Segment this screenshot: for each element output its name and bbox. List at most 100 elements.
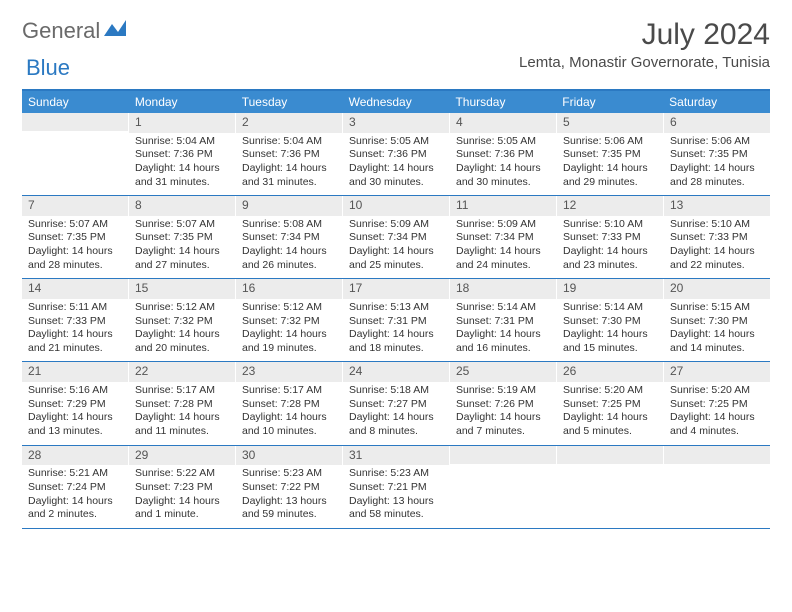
daylight-text: Daylight: 14 hours and 27 minutes.	[135, 245, 229, 272]
sunrise-text: Sunrise: 5:06 AM	[563, 135, 657, 149]
cell-body: Sunrise: 5:04 AMSunset: 7:36 PMDaylight:…	[236, 133, 342, 196]
sunset-text: Sunset: 7:36 PM	[242, 148, 336, 162]
calendar-cell: 23Sunrise: 5:17 AMSunset: 7:28 PMDayligh…	[236, 362, 343, 444]
cell-body: Sunrise: 5:17 AMSunset: 7:28 PMDaylight:…	[236, 382, 342, 445]
day-number: 7	[22, 196, 128, 216]
day-number: 17	[343, 279, 449, 299]
cell-body: Sunrise: 5:07 AMSunset: 7:35 PMDaylight:…	[22, 216, 128, 279]
daylight-text: Daylight: 14 hours and 16 minutes.	[456, 328, 550, 355]
cell-body: Sunrise: 5:05 AMSunset: 7:36 PMDaylight:…	[450, 133, 556, 196]
calendar-cell: 20Sunrise: 5:15 AMSunset: 7:30 PMDayligh…	[664, 279, 770, 361]
daylight-text: Daylight: 14 hours and 15 minutes.	[563, 328, 657, 355]
daylight-text: Daylight: 14 hours and 26 minutes.	[242, 245, 336, 272]
calendar-week: 21Sunrise: 5:16 AMSunset: 7:29 PMDayligh…	[22, 362, 770, 445]
sunset-text: Sunset: 7:24 PM	[28, 481, 122, 495]
day-number: 19	[557, 279, 663, 299]
calendar-cell: 10Sunrise: 5:09 AMSunset: 7:34 PMDayligh…	[343, 196, 450, 278]
cell-body: Sunrise: 5:10 AMSunset: 7:33 PMDaylight:…	[557, 216, 663, 279]
day-number: 2	[236, 113, 342, 133]
daylight-text: Daylight: 14 hours and 2 minutes.	[28, 495, 122, 522]
sunset-text: Sunset: 7:29 PM	[28, 398, 122, 412]
daylight-text: Daylight: 14 hours and 1 minute.	[135, 495, 229, 522]
cell-body: Sunrise: 5:09 AMSunset: 7:34 PMDaylight:…	[450, 216, 556, 279]
cell-body: Sunrise: 5:12 AMSunset: 7:32 PMDaylight:…	[129, 299, 235, 362]
cell-body: Sunrise: 5:20 AMSunset: 7:25 PMDaylight:…	[664, 382, 770, 445]
logo: General	[22, 18, 106, 44]
weekday-header: Friday	[556, 91, 663, 113]
calendar-cell: 14Sunrise: 5:11 AMSunset: 7:33 PMDayligh…	[22, 279, 129, 361]
weekday-header: Thursday	[449, 91, 556, 113]
cell-body: Sunrise: 5:10 AMSunset: 7:33 PMDaylight:…	[664, 216, 770, 279]
sunset-text: Sunset: 7:34 PM	[242, 231, 336, 245]
cell-body: Sunrise: 5:23 AMSunset: 7:22 PMDaylight:…	[236, 465, 342, 528]
calendar-week: 7Sunrise: 5:07 AMSunset: 7:35 PMDaylight…	[22, 196, 770, 279]
calendar: SundayMondayTuesdayWednesdayThursdayFrid…	[22, 89, 770, 529]
calendar-cell: 30Sunrise: 5:23 AMSunset: 7:22 PMDayligh…	[236, 446, 343, 528]
sunrise-text: Sunrise: 5:22 AM	[135, 467, 229, 481]
day-number: 3	[343, 113, 449, 133]
day-number	[664, 446, 770, 464]
sunset-text: Sunset: 7:36 PM	[349, 148, 443, 162]
weekday-header: Monday	[129, 91, 236, 113]
calendar-cell: 19Sunrise: 5:14 AMSunset: 7:30 PMDayligh…	[557, 279, 664, 361]
day-number: 12	[557, 196, 663, 216]
calendar-cell: 1Sunrise: 5:04 AMSunset: 7:36 PMDaylight…	[129, 113, 236, 195]
calendar-cell: 28Sunrise: 5:21 AMSunset: 7:24 PMDayligh…	[22, 446, 129, 528]
sunrise-text: Sunrise: 5:07 AM	[28, 218, 122, 232]
weekday-header: Wednesday	[343, 91, 450, 113]
sunrise-text: Sunrise: 5:05 AM	[456, 135, 550, 149]
cell-body: Sunrise: 5:09 AMSunset: 7:34 PMDaylight:…	[343, 216, 449, 279]
day-number: 30	[236, 446, 342, 466]
sunset-text: Sunset: 7:36 PM	[456, 148, 550, 162]
day-number: 31	[343, 446, 449, 466]
weekday-header: Sunday	[22, 91, 129, 113]
cell-body: Sunrise: 5:07 AMSunset: 7:35 PMDaylight:…	[129, 216, 235, 279]
sunrise-text: Sunrise: 5:05 AM	[349, 135, 443, 149]
cell-body: Sunrise: 5:20 AMSunset: 7:25 PMDaylight:…	[557, 382, 663, 445]
calendar-cell: 24Sunrise: 5:18 AMSunset: 7:27 PMDayligh…	[343, 362, 450, 444]
calendar-week: 14Sunrise: 5:11 AMSunset: 7:33 PMDayligh…	[22, 279, 770, 362]
daylight-text: Daylight: 14 hours and 18 minutes.	[349, 328, 443, 355]
day-number: 25	[450, 362, 556, 382]
day-number: 8	[129, 196, 235, 216]
sunset-text: Sunset: 7:30 PM	[670, 315, 764, 329]
cell-body	[557, 464, 663, 524]
sunrise-text: Sunrise: 5:23 AM	[242, 467, 336, 481]
sunset-text: Sunset: 7:31 PM	[349, 315, 443, 329]
sunset-text: Sunset: 7:35 PM	[670, 148, 764, 162]
calendar-cell	[22, 113, 129, 195]
day-number: 10	[343, 196, 449, 216]
day-number: 13	[664, 196, 770, 216]
sunrise-text: Sunrise: 5:18 AM	[349, 384, 443, 398]
sunset-text: Sunset: 7:27 PM	[349, 398, 443, 412]
daylight-text: Daylight: 14 hours and 22 minutes.	[670, 245, 764, 272]
calendar-cell: 2Sunrise: 5:04 AMSunset: 7:36 PMDaylight…	[236, 113, 343, 195]
daylight-text: Daylight: 14 hours and 5 minutes.	[563, 411, 657, 438]
sunset-text: Sunset: 7:34 PM	[349, 231, 443, 245]
cell-body: Sunrise: 5:16 AMSunset: 7:29 PMDaylight:…	[22, 382, 128, 445]
daylight-text: Daylight: 14 hours and 31 minutes.	[242, 162, 336, 189]
sunset-text: Sunset: 7:31 PM	[456, 315, 550, 329]
sunset-text: Sunset: 7:35 PM	[135, 231, 229, 245]
daylight-text: Daylight: 14 hours and 13 minutes.	[28, 411, 122, 438]
logo-text-blue: Blue	[26, 55, 70, 80]
cell-body: Sunrise: 5:12 AMSunset: 7:32 PMDaylight:…	[236, 299, 342, 362]
day-number: 1	[129, 113, 235, 133]
sunset-text: Sunset: 7:21 PM	[349, 481, 443, 495]
cell-body: Sunrise: 5:05 AMSunset: 7:36 PMDaylight:…	[343, 133, 449, 196]
sunset-text: Sunset: 7:23 PM	[135, 481, 229, 495]
sunrise-text: Sunrise: 5:10 AM	[563, 218, 657, 232]
daylight-text: Daylight: 14 hours and 30 minutes.	[456, 162, 550, 189]
calendar-cell: 21Sunrise: 5:16 AMSunset: 7:29 PMDayligh…	[22, 362, 129, 444]
sunrise-text: Sunrise: 5:17 AM	[135, 384, 229, 398]
sunset-text: Sunset: 7:25 PM	[563, 398, 657, 412]
daylight-text: Daylight: 14 hours and 7 minutes.	[456, 411, 550, 438]
sunrise-text: Sunrise: 5:14 AM	[456, 301, 550, 315]
sunrise-text: Sunrise: 5:20 AM	[670, 384, 764, 398]
sunrise-text: Sunrise: 5:12 AM	[242, 301, 336, 315]
sunrise-text: Sunrise: 5:17 AM	[242, 384, 336, 398]
cell-body: Sunrise: 5:21 AMSunset: 7:24 PMDaylight:…	[22, 465, 128, 528]
daylight-text: Daylight: 14 hours and 14 minutes.	[670, 328, 764, 355]
daylight-text: Daylight: 14 hours and 29 minutes.	[563, 162, 657, 189]
sunrise-text: Sunrise: 5:11 AM	[28, 301, 122, 315]
